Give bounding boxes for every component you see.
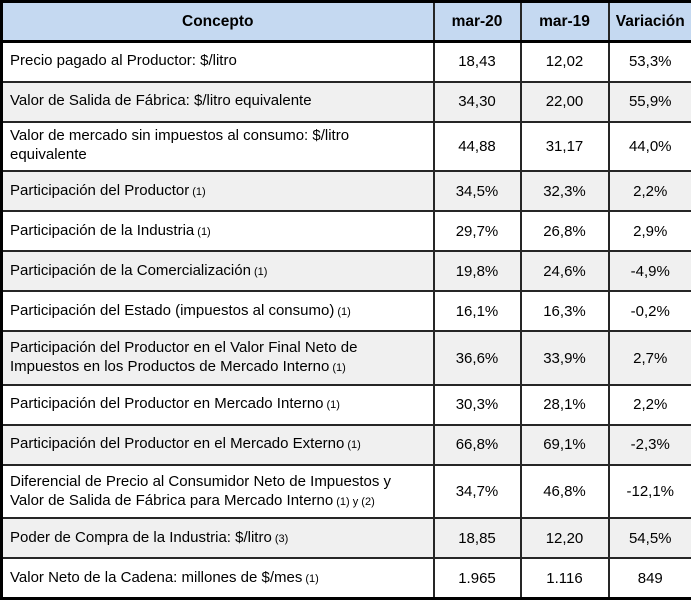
footnote-marker: (1) [347,439,361,452]
concept-label: Participación de la Industria [10,221,195,239]
variacion-value: -0,2% [607,290,691,333]
concept-cell: Valor de mercado sin impuestos al consum… [0,120,435,172]
concept-cell: Participación del Productor en el Mercad… [0,423,435,466]
concept-label: Diferencial de Precio al Consumidor Neto… [10,472,392,509]
table-row: Valor Neto de la Cadena: millones de $/m… [0,557,691,600]
concept-cell: Participación de la Comercialización (1) [0,250,435,293]
table-row: Precio pagado al Productor: $/litro 18,4… [0,40,691,83]
mar20-value: 16,1% [432,290,522,333]
mar19-value: 69,1% [519,423,610,466]
variacion-value: 54,5% [607,517,691,560]
table-row: Participación del Productor en el Valor … [0,330,691,386]
variacion-value: 2,7% [607,330,691,386]
footnote-marker: (1) y (2) [336,495,375,508]
table-row: Poder de Compra de la Industria: $/litro… [0,517,691,560]
concept-cell: Precio pagado al Productor: $/litro [0,40,435,83]
concept-label: Participación del Productor en el Valor … [10,339,358,376]
concept-label: Precio pagado al Productor: $/litro [10,52,237,70]
concept-cell: Participación del Productor en el Valor … [0,330,435,386]
concept-cell: Valor de Salida de Fábrica: $/litro equi… [0,80,435,123]
column-header-variacion: Variación [607,0,691,43]
mar19-value: 33,9% [519,330,610,386]
footnote-marker: (1) [192,185,206,198]
variacion-value: 44,0% [607,120,691,172]
footnote-marker: (1) [326,399,340,412]
mar20-value: 34,30 [432,80,522,123]
table-row: Participación del Productor (1) 34,5% 32,… [0,169,691,213]
concept-cell: Participación del Productor en Mercado I… [0,383,435,426]
table-row: Participación de la Comercialización (1) … [0,250,691,293]
variacion-value: 53,3% [607,40,691,83]
concept-cell: Participación del Estado (impuestos al c… [0,290,435,333]
variacion-value: -4,9% [607,250,691,293]
variacion-value: 2,2% [607,169,691,213]
concept-label: Participación del Estado (impuestos al c… [10,301,335,319]
concept-label: Valor de mercado sin impuestos al consum… [10,127,350,164]
variacion-value: 2,9% [607,210,691,253]
mar19-value: 1.116 [519,557,610,600]
table-row: Participación del Productor en el Mercad… [0,423,691,466]
mar20-value: 18,43 [432,40,522,83]
mar20-value: 19,8% [432,250,522,293]
footnote-marker: (1) [337,305,351,318]
variacion-value: -12,1% [607,463,691,520]
concept-cell: Participación del Productor (1) [0,169,435,213]
mar19-value: 24,6% [519,250,610,293]
table-body: Precio pagado al Productor: $/litro 18,4… [0,40,691,600]
mar20-value: 18,85 [432,517,522,560]
table-row: Diferencial de Precio al Consumidor Neto… [0,463,691,520]
table-row: Participación del Estado (impuestos al c… [0,290,691,333]
concept-label: Poder de Compra de la Industria: $/litro [10,528,272,546]
table-row: Participación de la Industria (1) 29,7% 2… [0,210,691,253]
mar19-value: 46,8% [519,463,610,520]
concept-label: Participación del Productor [10,181,190,199]
mar19-value: 16,3% [519,290,610,333]
mar19-value: 31,17 [519,120,610,172]
concept-cell: Diferencial de Precio al Consumidor Neto… [0,463,435,520]
table-row: Participación del Productor en Mercado I… [0,383,691,426]
concept-label: Participación de la Comercialización [10,261,251,279]
concept-label: Valor de Salida de Fábrica: $/litro equi… [10,92,312,110]
mar19-value: 12,02 [519,40,610,83]
concept-cell: Participación de la Industria (1) [0,210,435,253]
concept-label: Valor Neto de la Cadena: millones de $/m… [10,568,303,586]
concept-label: Participación del Productor en el Mercad… [10,435,345,453]
mar20-value: 1.965 [432,557,522,600]
concept-label: Participación del Productor en Mercado I… [10,395,324,413]
mar19-value: 26,8% [519,210,610,253]
mar20-value: 44,88 [432,120,522,172]
mar19-value: 12,20 [519,517,610,560]
column-header-concepto: Concepto [0,0,435,43]
mar20-value: 29,7% [432,210,522,253]
mar20-value: 36,6% [432,330,522,386]
mar20-value: 66,8% [432,423,522,466]
variacion-value: 849 [607,557,691,600]
header-row: Concepto mar-20 mar-19 Variación [0,0,691,43]
concept-cell: Valor Neto de la Cadena: millones de $/m… [0,557,435,600]
footnote-marker: (1) [197,225,211,238]
variacion-value: -2,3% [607,423,691,466]
mar19-value: 32,3% [519,169,610,213]
variacion-value: 55,9% [607,80,691,123]
mar20-value: 30,3% [432,383,522,426]
column-header-mar-20: mar-20 [432,0,522,43]
mar19-value: 22,00 [519,80,610,123]
footnote-marker: (1) [253,265,268,278]
variacion-value: 2,2% [607,383,691,426]
mar20-value: 34,7% [432,463,522,520]
footnote-marker: (1) [305,572,319,585]
table-row: Valor de Salida de Fábrica: $/litro equi… [0,80,691,123]
footnote-marker: (3) [274,532,289,545]
column-header-mar-19: mar-19 [519,0,610,43]
mar19-value: 28,1% [519,383,610,426]
mar20-value: 34,5% [432,169,522,213]
table-row: Valor de mercado sin impuestos al consum… [0,120,691,172]
footnote-marker: (1) [332,362,346,375]
concept-cell: Poder de Compra de la Industria: $/litro… [0,517,435,560]
